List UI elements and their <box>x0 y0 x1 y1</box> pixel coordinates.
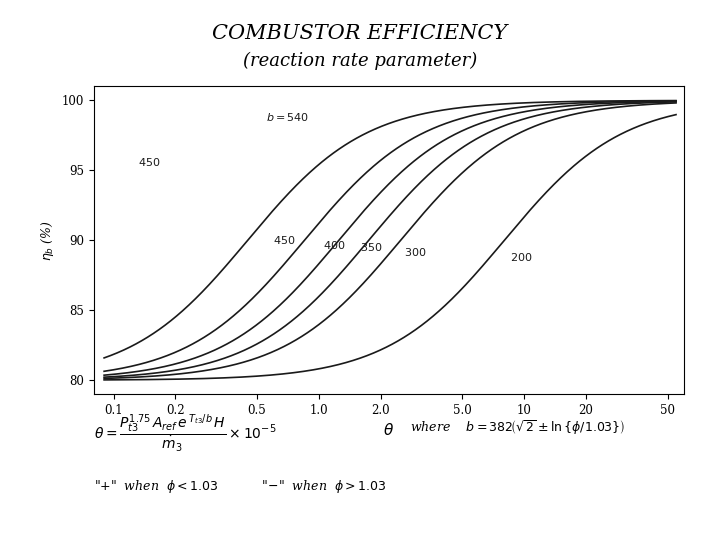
Text: $300$: $300$ <box>404 246 426 258</box>
Text: $450$: $450$ <box>274 234 296 246</box>
Text: $b = 540$: $b = 540$ <box>266 111 309 123</box>
Text: (reaction rate parameter): (reaction rate parameter) <box>243 51 477 70</box>
Y-axis label: $\eta_b$ (%): $\eta_b$ (%) <box>39 220 56 261</box>
Text: $200$: $200$ <box>510 251 532 264</box>
Text: where $\quad b = 382\!\left(\sqrt{2} \pm \ln\{\phi/1.03\}\right)$: where $\quad b = 382\!\left(\sqrt{2} \pm… <box>410 418 626 437</box>
Text: $\theta = \dfrac{P_{t3}^{1.75}\,A_{ref}\,e^{\,T_{t3}/b}\,H}{\dot{m}_3} \times 10: $\theta = \dfrac{P_{t3}^{1.75}\,A_{ref}\… <box>94 413 276 455</box>
Text: $350$: $350$ <box>360 241 382 253</box>
Text: $450$: $450$ <box>138 156 161 168</box>
Text: COMBUSTOR EFFICIENCY: COMBUSTOR EFFICIENCY <box>212 24 508 43</box>
Text: "$+$"  when  $\phi < 1.03$ $\qquad\quad$ "$-$"  when  $\phi > 1.03$: "$+$" when $\phi < 1.03$ $\qquad\quad$ "… <box>94 478 386 495</box>
X-axis label: $\theta$: $\theta$ <box>383 422 395 438</box>
Text: $400$: $400$ <box>323 239 346 251</box>
